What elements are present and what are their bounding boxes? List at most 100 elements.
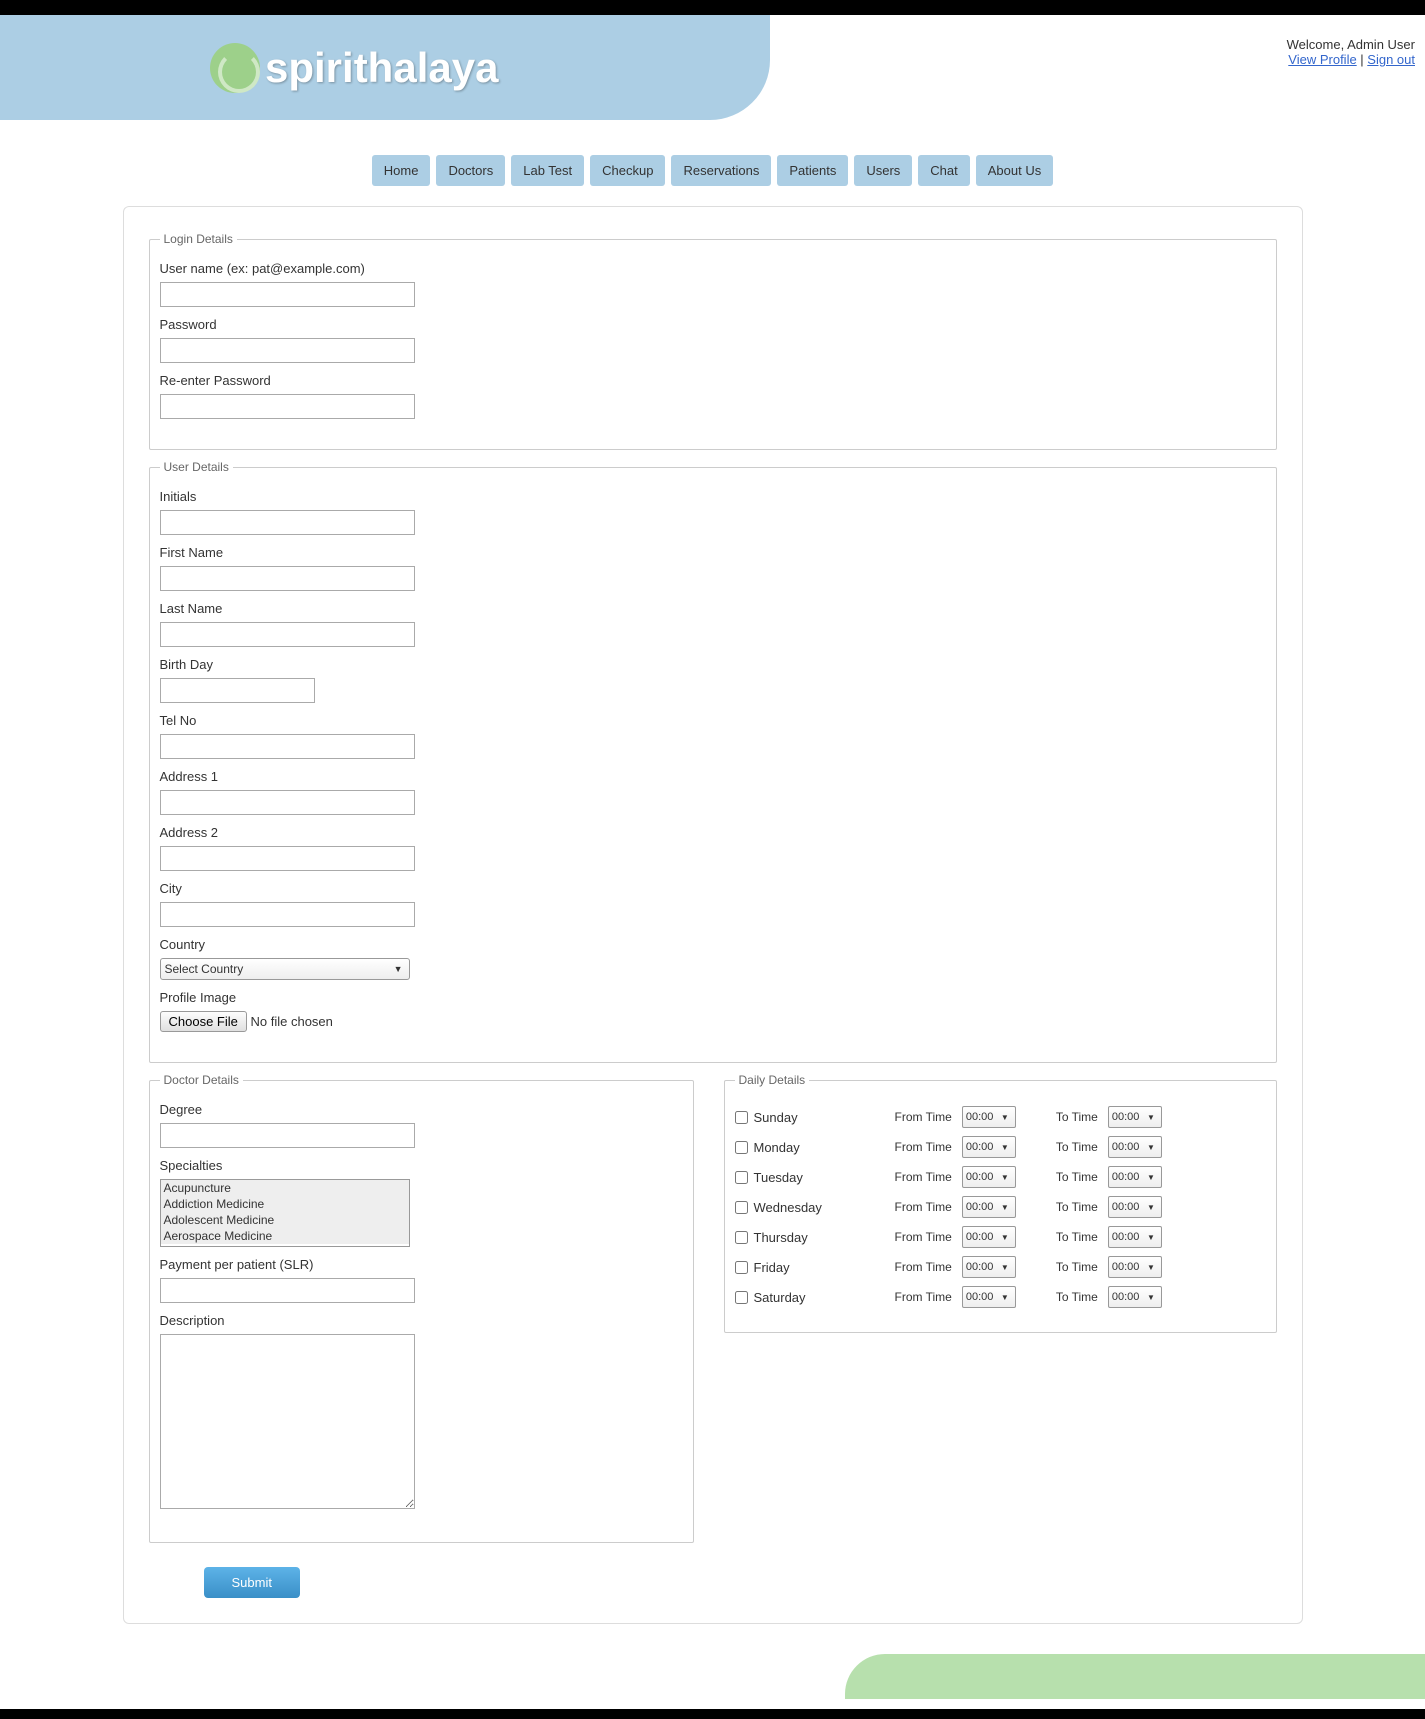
telno-input[interactable]	[160, 734, 415, 759]
chevron-down-icon: ▼	[394, 964, 409, 974]
specialty-option[interactable]: Aerospace Medicine	[161, 1228, 409, 1244]
initials-label: Initials	[160, 489, 1266, 504]
birthday-input[interactable]	[160, 678, 315, 703]
nav-users[interactable]: Users	[854, 155, 912, 186]
day-checkbox-tue[interactable]	[735, 1171, 748, 1184]
user-legend: User Details	[160, 460, 233, 474]
address1-input[interactable]	[160, 790, 415, 815]
to-time-select[interactable]: 00:00▼	[1108, 1226, 1162, 1248]
day-checkbox-thu[interactable]	[735, 1231, 748, 1244]
nav-about[interactable]: About Us	[976, 155, 1053, 186]
day-row: TuesdayFrom Time00:00▼To Time00:00▼	[735, 1162, 1266, 1192]
username-input[interactable]	[160, 282, 415, 307]
firstname-label: First Name	[160, 545, 1266, 560]
to-time-label: To Time	[1056, 1170, 1098, 1184]
lastname-input[interactable]	[160, 622, 415, 647]
reenter-password-input[interactable]	[160, 394, 415, 419]
from-time-label: From Time	[895, 1230, 952, 1244]
ppp-label: Payment per patient (SLR)	[160, 1257, 683, 1272]
from-time-select[interactable]: 00:00▼	[962, 1166, 1016, 1188]
city-input[interactable]	[160, 902, 415, 927]
username-label: User name (ex: pat@example.com)	[160, 261, 1266, 276]
sign-out-link[interactable]: Sign out	[1367, 52, 1415, 67]
day-name: Wednesday	[754, 1200, 822, 1215]
top-bar	[0, 0, 1425, 15]
login-legend: Login Details	[160, 232, 237, 246]
nav-chat[interactable]: Chat	[918, 155, 969, 186]
choose-file-button[interactable]: Choose File	[160, 1011, 247, 1032]
doctor-fieldset: Doctor Details Degree Specialties Acupun…	[149, 1073, 694, 1543]
ppp-input[interactable]	[160, 1278, 415, 1303]
description-textarea[interactable]	[160, 1334, 415, 1509]
to-time-select[interactable]: 00:00▼	[1108, 1106, 1162, 1128]
to-time-label: To Time	[1056, 1260, 1098, 1274]
day-checkbox-sun[interactable]	[735, 1111, 748, 1124]
to-time-select[interactable]: 00:00▼	[1108, 1256, 1162, 1278]
nav-doctors[interactable]: Doctors	[436, 155, 505, 186]
country-value: Select Country	[165, 962, 244, 976]
day-checkbox-sat[interactable]	[735, 1291, 748, 1304]
day-row: Friday From Time 00:00▼ To Time 00:00▼	[735, 1252, 1266, 1282]
specialty-option[interactable]: Acupuncture	[161, 1180, 409, 1196]
day-name: Friday	[754, 1260, 790, 1275]
submit-button[interactable]: Submit	[204, 1567, 300, 1598]
user-name: Admin User	[1347, 37, 1415, 52]
nav-labtest[interactable]: Lab Test	[511, 155, 584, 186]
city-label: City	[160, 881, 1266, 896]
day-checkbox-fri[interactable]	[735, 1261, 748, 1274]
view-profile-link[interactable]: View Profile	[1288, 52, 1356, 67]
login-fieldset: Login Details User name (ex: pat@example…	[149, 232, 1277, 450]
to-time-label: To Time	[1056, 1110, 1098, 1124]
profileimage-label: Profile Image	[160, 990, 1266, 1005]
specialties-label: Specialties	[160, 1158, 683, 1173]
nav-home[interactable]: Home	[372, 155, 431, 186]
day-name: Sunday	[754, 1110, 798, 1125]
welcome-text: Welcome,	[1287, 37, 1347, 52]
degree-input[interactable]	[160, 1123, 415, 1148]
from-time-label: From Time	[895, 1140, 952, 1154]
password-input[interactable]	[160, 338, 415, 363]
main-panel: Login Details User name (ex: pat@example…	[123, 206, 1303, 1624]
day-name: Thursday	[754, 1230, 808, 1245]
address2-input[interactable]	[160, 846, 415, 871]
day-checkbox-mon[interactable]	[735, 1141, 748, 1154]
description-label: Description	[160, 1313, 683, 1328]
specialties-select[interactable]: Acupuncture Addiction Medicine Adolescen…	[160, 1179, 410, 1247]
from-time-select[interactable]: 00:00▼	[962, 1106, 1016, 1128]
logo-icon	[210, 43, 260, 93]
from-time-select[interactable]: 00:00▼	[962, 1226, 1016, 1248]
country-select[interactable]: Select Country ▼	[160, 958, 410, 980]
specialty-option[interactable]: Addiction Medicine	[161, 1196, 409, 1212]
address1-label: Address 1	[160, 769, 1266, 784]
from-time-label: From Time	[895, 1110, 952, 1124]
nav-checkup[interactable]: Checkup	[590, 155, 665, 186]
initials-input[interactable]	[160, 510, 415, 535]
day-name: Saturday	[754, 1290, 806, 1305]
no-file-text: No file chosen	[251, 1014, 333, 1029]
to-time-select[interactable]: 00:00▼	[1108, 1136, 1162, 1158]
from-time-select[interactable]: 00:00▼	[962, 1196, 1016, 1218]
from-time-select[interactable]: 00:00▼	[962, 1256, 1016, 1278]
to-time-label: To Time	[1056, 1290, 1098, 1304]
to-time-select[interactable]: 00:00▼	[1108, 1166, 1162, 1188]
to-time-select[interactable]: 00:00▼	[1108, 1196, 1162, 1218]
country-label: Country	[160, 937, 1266, 952]
telno-label: Tel No	[160, 713, 1266, 728]
day-row: Sunday From Time 00:00▼ To Time 00:00▼	[735, 1102, 1266, 1132]
to-time-select[interactable]: 00:00▼	[1108, 1286, 1162, 1308]
day-row: MondayFrom Time00:00▼To Time00:00▼	[735, 1132, 1266, 1162]
firstname-input[interactable]	[160, 566, 415, 591]
from-time-select[interactable]: 00:00▼	[962, 1286, 1016, 1308]
nav-patients[interactable]: Patients	[777, 155, 848, 186]
day-row: SaturdayFrom Time00:00▼To Time00:00▼	[735, 1282, 1266, 1312]
day-name: Tuesday	[754, 1170, 803, 1185]
doctor-legend: Doctor Details	[160, 1073, 243, 1087]
password-label: Password	[160, 317, 1266, 332]
birthday-label: Birth Day	[160, 657, 1266, 672]
user-info: Welcome, Admin User View Profile | Sign …	[1287, 37, 1415, 67]
day-checkbox-wed[interactable]	[735, 1201, 748, 1214]
from-time-label: From Time	[895, 1260, 952, 1274]
nav-reservations[interactable]: Reservations	[671, 155, 771, 186]
specialty-option[interactable]: Adolescent Medicine	[161, 1212, 409, 1228]
from-time-select[interactable]: 00:00▼	[962, 1136, 1016, 1158]
